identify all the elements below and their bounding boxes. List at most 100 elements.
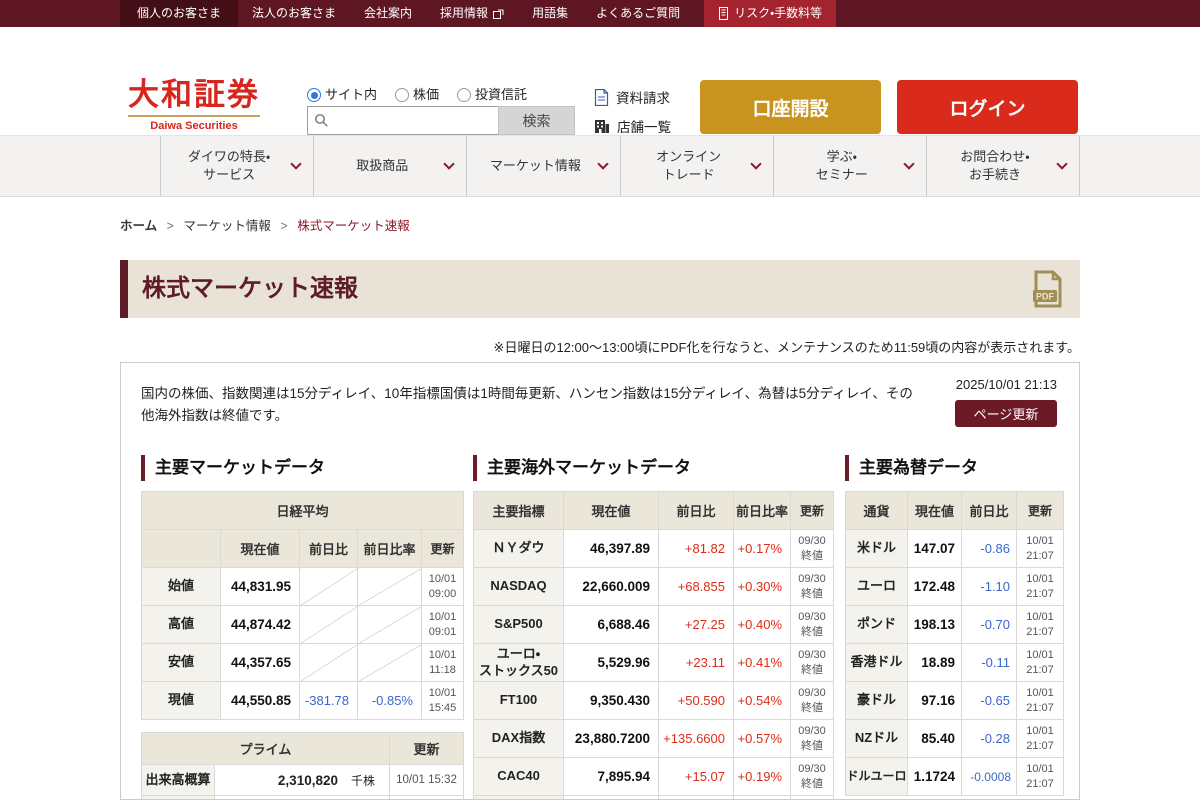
- market-report-card: 国内の株価、指数関連は15分ディレイ、10年指標国債は1時間毎更新、ハンセン指数…: [120, 362, 1080, 800]
- radio-site[interactable]: サイト内: [307, 84, 377, 103]
- cell-label: NZドル: [845, 719, 908, 758]
- cell-label: CAC40: [473, 757, 564, 796]
- table-row: ポンド 198.13 -0.70 10/01 21:07: [845, 605, 1064, 644]
- cell-value: 1.1724: [907, 757, 962, 796]
- section-domestic-market: 主要マーケットデータ 日経平均 現在値 前日比 前日比率 更新 始値: [140, 449, 465, 799]
- cell-change: -0.65: [961, 681, 1017, 720]
- topbar-item-faq[interactable]: よくあるご質問: [596, 6, 681, 20]
- page-refresh-button[interactable]: ページ更新: [955, 400, 1057, 427]
- breadcrumb-home[interactable]: ホーム: [120, 219, 158, 233]
- cell-update: 10/01 09:00: [420, 567, 465, 606]
- section-overseas-market: 主要海外マーケットデータ 主要指標 現在値 前日比 前日比率 更新 ＮＹダウ 4…: [473, 449, 834, 799]
- breadcrumb-current: 株式マーケット速報: [297, 219, 410, 233]
- cell-change: +23.11: [658, 643, 734, 682]
- search-button[interactable]: 検索: [498, 106, 575, 135]
- cell-change: +135.6600: [658, 719, 734, 758]
- cell-value: 147.07: [907, 529, 962, 568]
- cell-change: +68.855: [658, 567, 734, 606]
- cell-change-pct: +0.19%: [733, 757, 791, 796]
- open-account-button[interactable]: 口座開設: [700, 80, 881, 134]
- table-header-row: 現在値 前日比 前日比率 更新: [141, 529, 465, 568]
- table-row: ドルユーロ 1.1724 -0.0008 10/01 21:07: [845, 757, 1064, 796]
- nav-item-features[interactable]: ダイワの特長・ サービス: [160, 136, 313, 196]
- cell-change: -0.86: [961, 529, 1017, 568]
- topbar-item-company[interactable]: 会社案内: [364, 6, 413, 20]
- section-title-overseas: 主要海外マーケットデータ: [473, 455, 833, 481]
- cell-value: 5,529.96: [563, 643, 659, 682]
- nav-item-market-info[interactable]: マーケット情報: [466, 136, 619, 196]
- cell-label: 香港ドル: [845, 643, 908, 682]
- nikkei-caption: 日経平均: [140, 491, 465, 530]
- cell-value: 2,310,820 千株: [214, 764, 390, 796]
- external-link-icon: [493, 9, 504, 19]
- cell-update: 10/01 11:18: [420, 643, 465, 682]
- nav-item-products[interactable]: 取扱商品: [313, 136, 466, 196]
- cell-update: 10/01 21:07: [1016, 529, 1064, 568]
- cell-change: -0.11: [961, 643, 1017, 682]
- global-nav: ダイワの特長・ サービス 取扱商品 マーケット情報 オンライン トレード 学ぶ・ セミ…: [0, 135, 1200, 197]
- topbar-item-risk-fees[interactable]: リスク・手数料等: [704, 0, 837, 27]
- cell-na: [299, 567, 358, 606]
- chevron-down-icon: [290, 158, 302, 170]
- breadcrumb: ホーム > マーケット情報 > 株式マーケット速報: [120, 219, 410, 233]
- search-icon: [314, 113, 328, 127]
- cell-update: 10/01 21:07: [1016, 757, 1064, 796]
- cell-label: 米ドル: [845, 529, 908, 568]
- cell-value: 18.89: [907, 643, 962, 682]
- building-icon: [595, 119, 609, 133]
- section-title-domestic: 主要マーケットデータ: [141, 455, 463, 481]
- radio-fund[interactable]: 投資信託: [457, 84, 527, 103]
- nav-item-contact[interactable]: お問合わせ・ お手続き: [925, 136, 1081, 196]
- radio-selected-icon: [307, 88, 321, 102]
- cell-label: ポンド: [845, 605, 908, 644]
- cell-label: 豪ドル: [845, 681, 908, 720]
- breadcrumb-market-info[interactable]: マーケット情報: [183, 219, 271, 233]
- cell-change: +27.25: [658, 605, 734, 644]
- nav-item-online-trade[interactable]: オンライン トレード: [619, 136, 773, 196]
- document-request-icon: [594, 88, 609, 106]
- cell-change-pct: -0.85%: [357, 681, 422, 720]
- topbar-item-corporate[interactable]: 法人のお客さま: [252, 6, 337, 20]
- daiwa-logo[interactable]: 大和証券 Daiwa Securities: [128, 77, 260, 132]
- search-scope-radios: サイト内 株価 投資信託: [307, 84, 527, 103]
- cell-value: 44,550.85: [220, 681, 300, 720]
- cell-update: 10/01 09:01: [420, 605, 465, 644]
- nav-item-learn-seminar[interactable]: 学ぶ・ セミナー: [772, 136, 926, 196]
- cell-value: 172.48: [907, 567, 962, 606]
- cell-na: [357, 567, 422, 606]
- cell-label: ユーロ: [845, 567, 908, 606]
- table-row: NZドル 85.40 -0.28 10/01 21:07: [845, 719, 1064, 758]
- cell-update: 09/30 終値: [790, 643, 834, 682]
- cell-value: 46,397.89: [563, 529, 659, 568]
- cell-change: +81.82: [658, 529, 734, 568]
- cell-value: 44,357.65: [220, 643, 300, 682]
- pdf-download-icon[interactable]: PDF: [1032, 270, 1064, 308]
- cell-value: 198.13: [907, 605, 962, 644]
- search-input[interactable]: [307, 106, 498, 135]
- radio-stock[interactable]: 株価: [395, 84, 439, 103]
- cell-na: [357, 605, 422, 644]
- chevron-down-icon: [903, 158, 915, 170]
- cell-label: NASDAQ: [473, 567, 564, 606]
- cell-label: 高値: [141, 605, 221, 644]
- topbar-item-recruit[interactable]: 採用情報: [426, 0, 518, 27]
- pdf-maintenance-note: ※日曜日の12:00～13:00頃にPDF化を行なうと、メンテナンスのため11:…: [493, 340, 1080, 355]
- topbar-item-personal[interactable]: 個人のお客さま: [120, 0, 239, 27]
- cell-update: 10/01 21:07: [1016, 681, 1064, 720]
- cell-label: FT100: [473, 681, 564, 720]
- cell-change: -0.28: [961, 719, 1017, 758]
- request-documents-link[interactable]: 資料請求: [594, 87, 671, 107]
- cell-value: 85.40: [907, 719, 962, 758]
- topbar-item-glossary[interactable]: 用語集: [532, 6, 569, 20]
- cell-update: 10/01 15:32: [389, 764, 464, 796]
- cell-update: 10/01 21:07: [1016, 605, 1064, 644]
- cell-label: 始値: [141, 567, 221, 606]
- cell-change: +50.590: [658, 681, 734, 720]
- store-list-link[interactable]: 店舗一覧: [594, 116, 671, 136]
- login-button[interactable]: ログイン: [897, 80, 1078, 134]
- cell-change-pct: +0.40%: [733, 605, 791, 644]
- site-header: 大和証券 Daiwa Securities サイト内 株価 投資信託 検索: [0, 27, 1200, 135]
- cell-label: S&P500: [473, 605, 564, 644]
- cell-update: 10/01 21:07: [1016, 567, 1064, 606]
- table-row: 安値 44,357.65 10/01 11:18: [141, 643, 465, 682]
